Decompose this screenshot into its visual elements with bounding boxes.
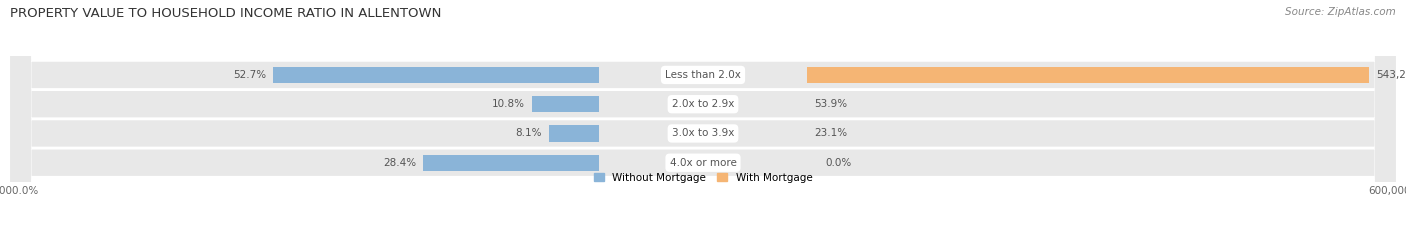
Text: 53.9%: 53.9% (814, 99, 848, 109)
Text: 8.1%: 8.1% (515, 128, 541, 138)
Bar (807, 67, 1369, 83)
FancyBboxPatch shape (10, 0, 1396, 233)
Legend: Without Mortgage, With Mortgage: Without Mortgage, With Mortgage (593, 173, 813, 183)
Bar (273, 67, 599, 83)
Text: 2.0x to 2.9x: 2.0x to 2.9x (672, 99, 734, 109)
Text: Less than 2.0x: Less than 2.0x (665, 70, 741, 80)
Text: 23.1%: 23.1% (814, 128, 848, 138)
FancyBboxPatch shape (10, 0, 1396, 233)
Bar (531, 96, 599, 112)
Text: 543,269.2%: 543,269.2% (1376, 70, 1406, 80)
FancyBboxPatch shape (10, 0, 1396, 233)
Text: 0.0%: 0.0% (825, 158, 852, 168)
FancyBboxPatch shape (10, 0, 1396, 233)
Text: 52.7%: 52.7% (233, 70, 266, 80)
Text: PROPERTY VALUE TO HOUSEHOLD INCOME RATIO IN ALLENTOWN: PROPERTY VALUE TO HOUSEHOLD INCOME RATIO… (10, 7, 441, 20)
Text: 3.0x to 3.9x: 3.0x to 3.9x (672, 128, 734, 138)
Bar (423, 155, 599, 171)
Text: 28.4%: 28.4% (384, 158, 416, 168)
Text: Source: ZipAtlas.com: Source: ZipAtlas.com (1285, 7, 1396, 17)
Text: 4.0x or more: 4.0x or more (669, 158, 737, 168)
Bar (548, 125, 599, 141)
Text: 10.8%: 10.8% (492, 99, 524, 109)
